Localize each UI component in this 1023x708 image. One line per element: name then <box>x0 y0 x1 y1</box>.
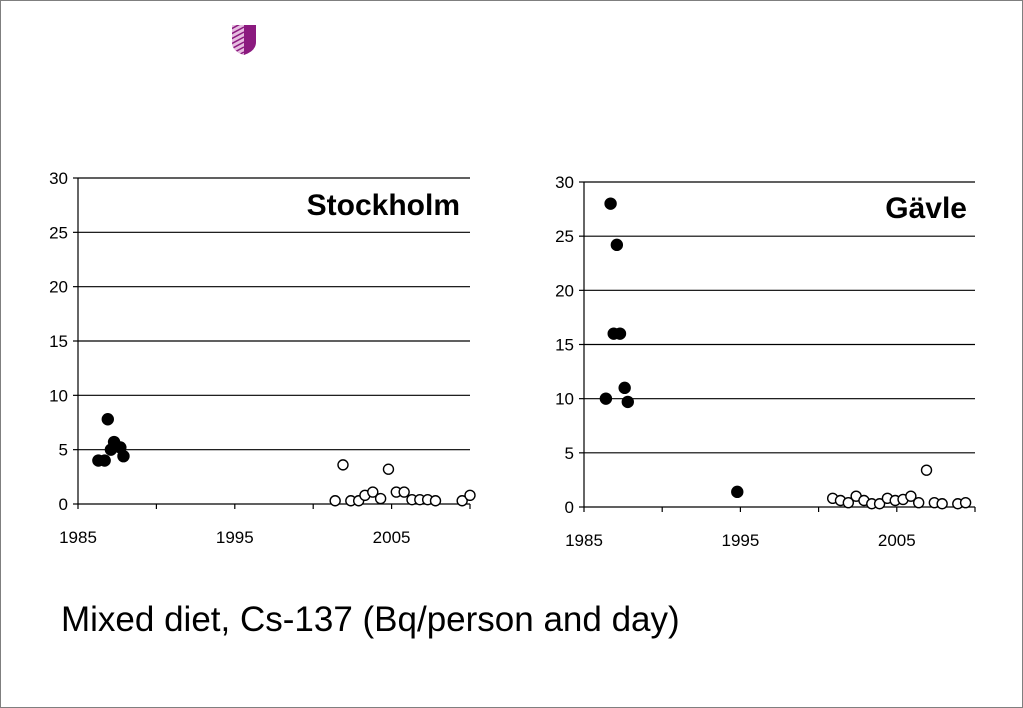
y-tick-label: 20 <box>49 278 68 297</box>
data-point-open <box>429 495 442 507</box>
y-tick-label: 25 <box>49 223 68 242</box>
data-point-open <box>374 492 387 505</box>
y-tick-label: 10 <box>49 386 68 405</box>
data-point-filled <box>117 449 130 463</box>
data-point-open <box>842 496 855 509</box>
data-point-filled <box>621 395 634 409</box>
data-point-filled <box>618 381 631 395</box>
data-point-open <box>329 495 341 507</box>
y-tick-label: 25 <box>555 227 574 246</box>
slide-caption: Mixed diet, Cs-137 (Bq/person and day) <box>61 600 680 639</box>
y-tick-label: 15 <box>555 336 574 355</box>
data-point-open <box>337 459 349 471</box>
data-point-open <box>936 498 948 510</box>
data-point-filled <box>731 485 744 499</box>
y-tick-label: 10 <box>555 390 574 409</box>
data-point-open <box>456 495 468 507</box>
data-point-filled <box>98 454 111 467</box>
data-point-open <box>367 486 379 498</box>
data-point-filled <box>613 327 627 340</box>
x-tick-label: 2005 <box>373 528 411 547</box>
chart-title: Stockholm <box>307 189 460 222</box>
y-tick-label: 0 <box>59 495 68 514</box>
y-tick-label: 30 <box>555 173 574 192</box>
shield-logo-icon <box>232 25 256 55</box>
x-tick-label: 1985 <box>59 528 97 547</box>
data-point-open <box>382 463 395 475</box>
data-point-filled <box>101 413 114 426</box>
data-point-filled <box>610 238 624 252</box>
x-tick-label: 1985 <box>565 531 603 550</box>
y-tick-label: 15 <box>49 332 68 351</box>
y-tick-label: 20 <box>555 281 574 300</box>
x-tick-label: 2005 <box>878 531 916 550</box>
data-point-filled <box>604 197 617 210</box>
y-tick-label: 0 <box>565 498 574 517</box>
x-tick-label: 1995 <box>721 531 759 550</box>
x-tick-label: 1995 <box>216 528 254 547</box>
chart-title: Gävle <box>885 192 967 225</box>
data-point-open <box>398 486 410 498</box>
y-tick-label: 5 <box>59 441 68 460</box>
data-point-open <box>920 464 933 476</box>
y-tick-label: 5 <box>565 444 574 463</box>
data-point-filled <box>599 392 613 405</box>
data-point-open <box>464 489 476 502</box>
data-point-open <box>912 496 925 509</box>
data-point-open <box>905 490 917 502</box>
y-tick-label: 30 <box>49 169 68 188</box>
data-point-open <box>873 498 886 510</box>
data-point-open <box>959 496 972 509</box>
